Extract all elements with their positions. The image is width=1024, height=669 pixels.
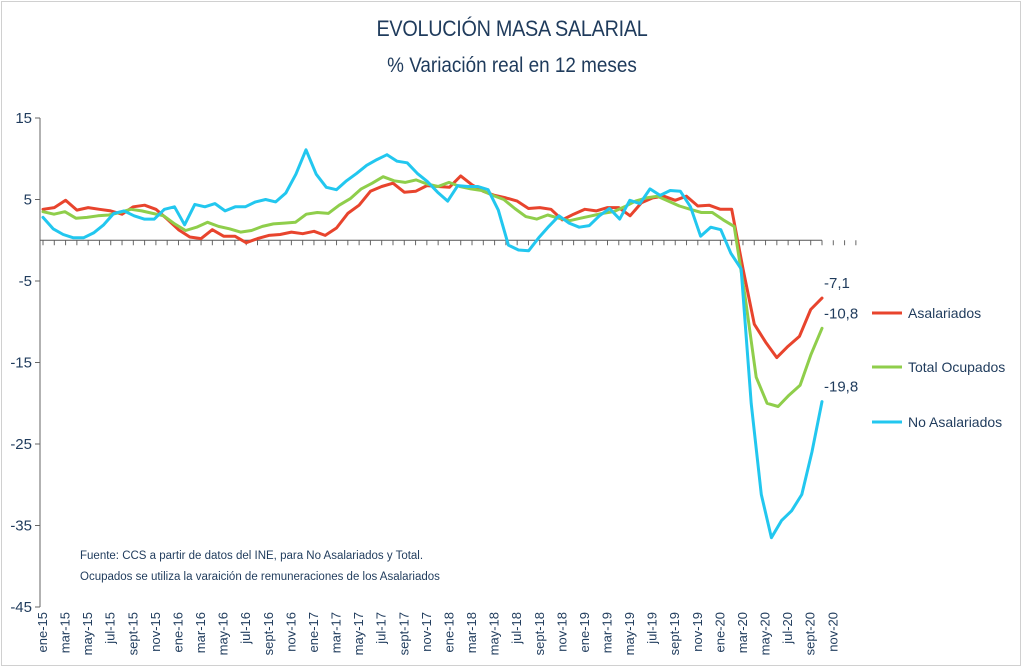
x-tick-label: sept-20 <box>803 612 818 655</box>
x-tick-label: jul-15 <box>103 612 118 645</box>
x-tick-label: nov-16 <box>283 612 298 652</box>
footnote-line-1: Fuente: CCS a partir de datos del INE, p… <box>80 550 424 562</box>
x-tick-label: jul-19 <box>645 612 660 645</box>
x-tick-label: nov-15 <box>148 612 163 652</box>
x-tick-label: mar-16 <box>193 612 208 653</box>
x-tick-label: mar-20 <box>735 612 750 653</box>
y-tick-label: -35 <box>10 518 32 535</box>
x-tick-label: jul-17 <box>374 612 389 645</box>
data-label: -7,1 <box>824 275 850 292</box>
chart-subtitle: % Variación real en 12 meses <box>387 54 637 77</box>
x-tick-label: mar-18 <box>464 612 479 653</box>
x-tick-label: may-19 <box>622 612 637 655</box>
series-line <box>41 148 824 540</box>
x-tick-label: nov-20 <box>825 612 840 652</box>
y-tick-label: 5 <box>24 192 32 209</box>
x-tick-label: ene-17 <box>306 612 321 652</box>
x-tick-label: nov-18 <box>554 612 569 652</box>
y-tick-label: -15 <box>10 355 32 372</box>
series-line <box>41 174 824 360</box>
y-tick-label: -25 <box>10 436 32 453</box>
x-tick-label: nov-17 <box>419 612 434 652</box>
x-tick-label: may-20 <box>758 612 773 655</box>
x-tick-label: jul-18 <box>509 612 524 645</box>
y-tick-label: -45 <box>10 599 32 616</box>
x-tick-label: sept-19 <box>667 612 682 655</box>
x-tick-label: may-18 <box>487 612 502 655</box>
x-tick-label: sept-15 <box>125 612 140 655</box>
x-tick-label: sept-17 <box>396 612 411 655</box>
y-tick-label: 15 <box>15 110 32 127</box>
x-tick-label: jul-16 <box>238 612 253 645</box>
footnote-line-2: Ocupados se utiliza la varaición de remu… <box>80 571 440 583</box>
x-tick-label: ene-18 <box>441 612 456 652</box>
x-tick-label: may-17 <box>351 612 366 655</box>
legend-label: No Asalariados <box>908 414 1002 430</box>
x-tick-label: ene-20 <box>712 612 727 652</box>
chart-title: EVOLUCIÓN MASA SALARIAL <box>376 16 648 41</box>
x-tick-label: mar-19 <box>599 612 614 653</box>
y-tick-label: -5 <box>19 273 32 290</box>
x-tick-label: nov-19 <box>690 612 705 652</box>
x-tick-label: sept-16 <box>261 612 276 655</box>
legend-label: Total Ocupados <box>908 359 1005 375</box>
x-tick-label: jul-20 <box>780 612 795 645</box>
legend-label: Asalariados <box>908 305 981 321</box>
data-label: -10,8 <box>824 305 858 322</box>
x-tick-label: may-16 <box>216 612 231 655</box>
x-tick-label: sept-18 <box>532 612 547 655</box>
x-tick-label: mar-15 <box>58 612 73 653</box>
x-tick-label: mar-17 <box>329 612 344 653</box>
x-tick-label: may-15 <box>80 612 95 655</box>
x-tick-label: ene-15 <box>35 612 50 652</box>
data-label: -19,8 <box>824 379 858 396</box>
x-tick-label: ene-19 <box>577 612 592 652</box>
x-tick-label: ene-16 <box>170 612 185 652</box>
